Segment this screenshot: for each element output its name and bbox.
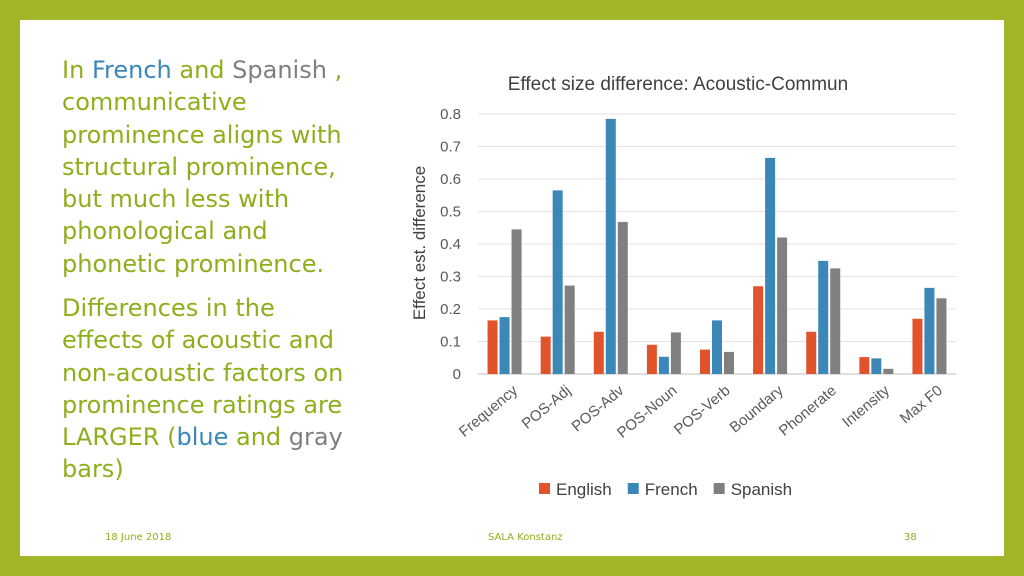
text-para1-rest: communicative prominence aligns with str… bbox=[62, 88, 342, 278]
x-tick-label: Frequency bbox=[456, 382, 522, 441]
y-tick-label: 0.2 bbox=[440, 301, 461, 318]
bar-english bbox=[806, 331, 817, 374]
bar-english bbox=[540, 336, 551, 374]
legend-label: English bbox=[556, 480, 612, 499]
text-french: French bbox=[91, 56, 172, 84]
legend-swatch-spanish bbox=[713, 483, 725, 494]
x-tick-label: POS-Verb bbox=[671, 382, 734, 438]
bar-english bbox=[593, 331, 604, 374]
text-spanish: Spanish bbox=[232, 56, 327, 84]
bar-french bbox=[871, 358, 882, 374]
y-axis-label: Effect est. difference bbox=[410, 166, 429, 320]
bar-spanish bbox=[511, 229, 522, 374]
chart-title: Effect size difference: Acoustic-Commun bbox=[508, 74, 848, 95]
text-comma: , bbox=[334, 56, 343, 84]
bar-spanish bbox=[777, 237, 788, 374]
bar-spanish bbox=[936, 298, 947, 374]
body-paragraph-1: In French and Spanish , communicative pr… bbox=[62, 54, 362, 280]
y-tick-label: 0.4 bbox=[440, 236, 461, 253]
text-blue: blue bbox=[176, 423, 229, 452]
bar-spanish bbox=[883, 368, 894, 374]
text-in: In bbox=[62, 56, 85, 84]
bar-french bbox=[712, 320, 722, 374]
bar-english bbox=[487, 320, 498, 374]
y-tick-label: 0.1 bbox=[440, 334, 461, 351]
legend: English French Spanish bbox=[539, 480, 792, 499]
y-tick-label: 0.7 bbox=[440, 139, 461, 156]
bar-spanish bbox=[564, 285, 575, 374]
bar-french bbox=[605, 118, 616, 374]
legend-swatch-french bbox=[627, 483, 639, 494]
bar-french bbox=[499, 317, 510, 374]
text-and-2: and bbox=[235, 423, 282, 452]
bar-english bbox=[912, 318, 923, 374]
y-tick-label: 0.6 bbox=[440, 171, 461, 188]
bar-spanish bbox=[617, 221, 628, 374]
y-tick-labels: 0 0.1 0.2 0.3 0.4 0.5 0.6 0.7 0.8 bbox=[440, 106, 461, 383]
footer-date: 18 June 2018 bbox=[105, 532, 172, 543]
footer-center: SALA Konstanz bbox=[488, 532, 563, 543]
bar-french bbox=[924, 287, 935, 374]
bar-spanish bbox=[830, 268, 841, 374]
bar-english bbox=[700, 349, 710, 374]
x-tick-label: POS-Adj bbox=[519, 382, 575, 433]
x-tick-label: Intensity bbox=[839, 382, 893, 431]
text-and: and bbox=[179, 56, 225, 84]
text-gray: gray bbox=[288, 423, 343, 452]
bar-spanish bbox=[670, 332, 681, 374]
text-para2-main: Differences in the effects of acoustic a… bbox=[62, 294, 344, 452]
y-tick-label: 0 bbox=[453, 366, 461, 383]
bar-french bbox=[818, 260, 829, 374]
y-tick-label: 0.3 bbox=[440, 269, 461, 286]
y-tick-label: 0.8 bbox=[440, 106, 461, 123]
bar-french bbox=[765, 157, 776, 374]
y-tick-label: 0.5 bbox=[440, 204, 461, 221]
x-tick-label: Phonerate bbox=[776, 382, 840, 440]
bar-english bbox=[859, 357, 870, 374]
bar-english bbox=[646, 344, 657, 374]
bar-french bbox=[552, 190, 563, 374]
footer-page-number: 38 bbox=[904, 532, 917, 543]
x-tick-labels: FrequencyPOS-AdjPOS-AdvPOS-NounPOS-VerbB… bbox=[456, 382, 946, 442]
legend-label: French bbox=[645, 480, 698, 499]
bar-english bbox=[753, 286, 764, 374]
body-paragraph-2: Differences in the effects of acoustic a… bbox=[62, 292, 362, 486]
bar-spanish bbox=[724, 351, 734, 374]
bars bbox=[487, 118, 947, 374]
legend-label: Spanish bbox=[731, 480, 792, 499]
text-bars: bars) bbox=[62, 455, 124, 484]
x-tick-label: Max F0 bbox=[897, 382, 946, 427]
bar-french bbox=[658, 356, 669, 374]
legend-swatch-english bbox=[539, 483, 550, 494]
